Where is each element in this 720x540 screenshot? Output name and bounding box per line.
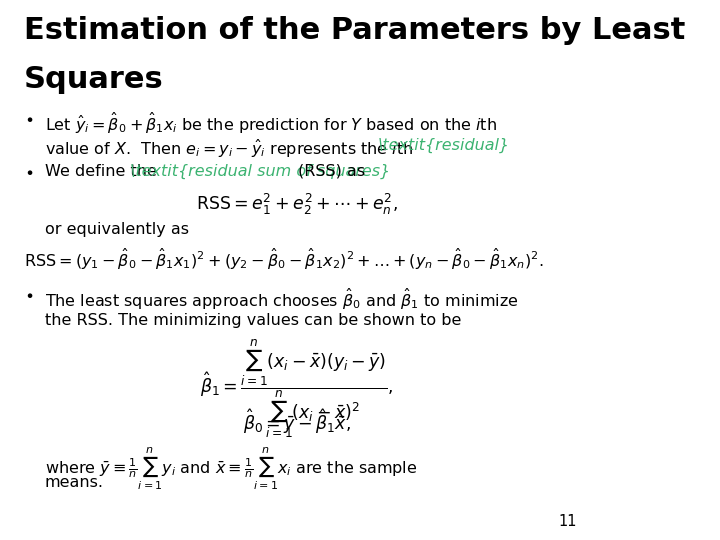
Text: $\bullet$: $\bullet$	[24, 111, 33, 126]
Text: \textit{residual sum of squares}: \textit{residual sum of squares}	[130, 164, 390, 179]
Text: 11: 11	[558, 514, 577, 529]
Text: means.: means.	[45, 475, 104, 490]
Text: The least squares approach chooses $\hat{\beta}_0$ and $\hat{\beta}_1$ to minimi: The least squares approach chooses $\hat…	[45, 287, 518, 312]
Text: or equivalently as: or equivalently as	[45, 222, 189, 238]
Text: $\mathrm{RSS} = e_1^2 + e_2^2 + \cdots + e_n^2,$: $\mathrm{RSS} = e_1^2 + e_2^2 + \cdots +…	[197, 192, 398, 217]
Text: $\bullet$: $\bullet$	[24, 287, 33, 302]
Text: $\mathrm{RSS} = (y_1-\hat{\beta}_0-\hat{\beta}_1 x_1)^2+(y_2-\hat{\beta}_0-\hat{: $\mathrm{RSS} = (y_1-\hat{\beta}_0-\hat{…	[24, 247, 544, 272]
Text: We define the: We define the	[45, 164, 161, 179]
Text: $\hat{\beta}_0 = \bar{y} - \hat{\beta}_1 \bar{x},$: $\hat{\beta}_0 = \bar{y} - \hat{\beta}_1…	[243, 408, 351, 436]
Text: value of $X$.  Then $e_i = y_i - \hat{y}_i$ represents the $i$th: value of $X$. Then $e_i = y_i - \hat{y}_…	[45, 138, 414, 160]
Text: where $\bar{y} \equiv \frac{1}{n}\sum_{i=1}^{n} y_i$ and $\bar{x} \equiv \frac{1: where $\bar{y} \equiv \frac{1}{n}\sum_{i…	[45, 446, 417, 492]
Text: \textit{residual}: \textit{residual}	[378, 138, 510, 153]
Text: Let $\hat{y}_i = \hat{\beta}_0 + \hat{\beta}_1 x_i$ be the prediction for $Y$ ba: Let $\hat{y}_i = \hat{\beta}_0 + \hat{\b…	[45, 111, 497, 136]
Text: Estimation of the Parameters by Least: Estimation of the Parameters by Least	[24, 16, 685, 45]
Text: Squares: Squares	[24, 65, 163, 94]
Text: $\bullet$: $\bullet$	[24, 164, 33, 179]
Text: $\hat{\beta}_1 = \dfrac{\sum_{i=1}^{n}(x_i - \bar{x})(y_i - \bar{y})}{\sum_{i=1}: $\hat{\beta}_1 = \dfrac{\sum_{i=1}^{n}(x…	[200, 338, 394, 440]
Text: the RSS. The minimizing values can be shown to be: the RSS. The minimizing values can be sh…	[45, 313, 461, 328]
Text: (RSS) as: (RSS) as	[298, 164, 366, 179]
